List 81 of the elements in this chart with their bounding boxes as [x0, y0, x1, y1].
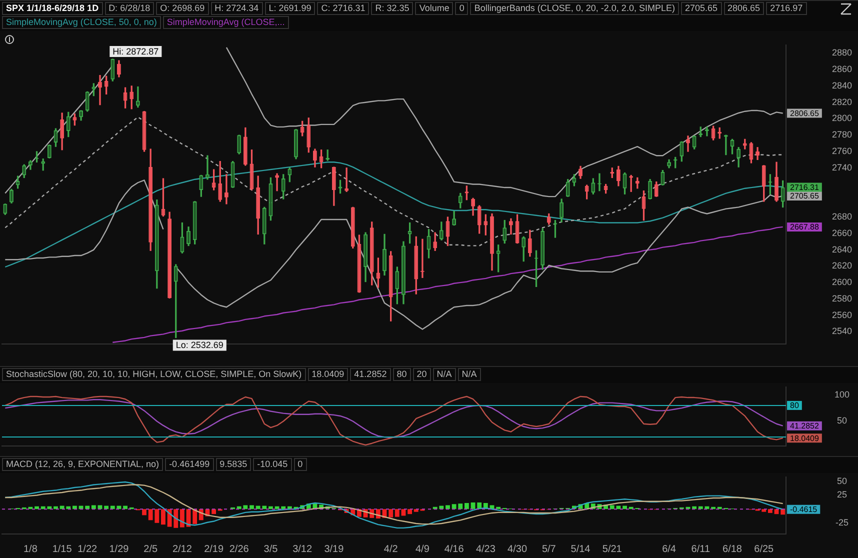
data-label: 41.2852	[790, 422, 820, 431]
text: 2806.65	[724, 2, 764, 15]
text: 0	[455, 2, 468, 15]
text: N/A	[432, 368, 456, 381]
text: SimpleMovingAvg (CLOSE,...	[162, 16, 289, 29]
x-tick-label: 3/12	[292, 544, 312, 555]
x-tick-label: 1/8	[24, 544, 38, 555]
y-tick-label: 2840	[832, 80, 852, 90]
x-tick-label: 6/25	[754, 544, 774, 555]
text: C: 2716.31	[317, 2, 370, 15]
text: 9.5835	[216, 458, 252, 471]
y-tick-label: 2620	[832, 260, 852, 271]
x-tick-label: 5/21	[602, 544, 622, 555]
text: R: 32.35	[371, 2, 414, 15]
x-tick-label: 3/19	[324, 544, 344, 555]
text: -10.045	[253, 458, 292, 471]
text: O: 2698.69	[156, 2, 209, 15]
text: 2705.65	[680, 2, 722, 15]
text: N/A	[458, 368, 481, 381]
x-tick-label: 2/19	[204, 544, 224, 555]
y-tick-label: -25	[835, 517, 849, 528]
x-tick-label: 2/5	[144, 544, 158, 555]
text: 20	[412, 368, 431, 381]
text: 2716.31	[790, 182, 819, 192]
y-tick-label: 2860	[832, 64, 852, 74]
y-tick-label: 2740	[832, 162, 852, 172]
x-tick-label: 5/7	[542, 544, 556, 555]
data-label: 18.0409	[790, 434, 820, 443]
x-tick-label: 6/18	[722, 544, 742, 555]
y-tick-label: 2640	[832, 244, 852, 254]
data-label: 2667.88	[790, 222, 820, 232]
y-tick-label: 2680	[832, 212, 852, 222]
x-tick-label: 1/15	[52, 544, 72, 555]
text: SimpleMovingAvg (CLOSE, 50, 0, no)	[2, 16, 161, 29]
y-tick-label: 100	[834, 389, 850, 400]
data-label: 2806.65	[790, 108, 820, 118]
text: L: 2691.99	[264, 2, 316, 15]
text: H: 2724.34	[210, 2, 263, 15]
text: 41.2852	[350, 368, 391, 381]
y-tick-label: 2880	[832, 48, 852, 58]
x-tick-label: 4/9	[416, 544, 430, 555]
y-tick-label: 2580	[832, 293, 852, 304]
x-tick-label: 1/29	[109, 544, 130, 555]
text: BollingerBands (CLOSE, 0, 20, -2.0, 2.0, SIMPLE)	[470, 2, 679, 15]
text: Volume	[415, 2, 454, 15]
x-tick-label: 6/11	[691, 544, 710, 555]
ref-line-label: 80	[790, 401, 800, 410]
y-tick-label: 2800	[832, 113, 852, 124]
text: -0.461499	[165, 458, 214, 471]
y-tick-label: 25	[836, 490, 848, 500]
x-tick-label: 6/4	[662, 544, 676, 555]
y-tick-label: 2820	[832, 96, 852, 107]
x-tick-label: 4/30	[508, 544, 528, 555]
text: 2716.97	[766, 2, 807, 15]
text: MACD (12, 26, 9, EXPONENTIAL, no)	[2, 458, 164, 471]
x-tick-label: 4/23	[476, 544, 496, 555]
y-tick-label: 2600	[832, 277, 852, 288]
y-tick-label: 2760	[832, 146, 852, 156]
x-tick-label: 3/5	[264, 544, 278, 555]
x-tick-label: 4/2	[384, 544, 398, 555]
x-tick-label: 4/16	[444, 544, 464, 555]
y-tick-label: 2540	[832, 326, 852, 336]
chart-title: SPX 1/1/18-6/29/18 1D	[2, 2, 103, 15]
data-label: 2705.65	[790, 192, 820, 201]
y-tick-label: 2560	[832, 310, 852, 320]
y-tick-label: 2780	[832, 130, 852, 140]
data-label: -0.4615	[790, 505, 818, 514]
text: StochasticSlow (80, 20, 10, 10, HIGH, LOW, CLOSE, SIMPLE, On SlowK)	[2, 368, 306, 381]
text: 80	[392, 368, 411, 381]
y-tick-label: 50	[836, 416, 848, 426]
y-tick-label: 2660	[832, 228, 852, 238]
x-tick-label: 2/26	[229, 544, 250, 555]
text: Lo: 2532.69	[176, 340, 224, 350]
text: 0	[294, 458, 307, 471]
x-tick-label: 2/12	[172, 544, 192, 555]
text: Hi: 2872.87	[112, 46, 159, 57]
text: 18.0409	[308, 368, 348, 381]
x-tick-label: 1/22	[78, 544, 98, 555]
text: D: 6/28/18	[104, 2, 154, 15]
x-tick-label: 5/14	[570, 544, 591, 555]
y-tick-label: 50	[836, 476, 848, 486]
